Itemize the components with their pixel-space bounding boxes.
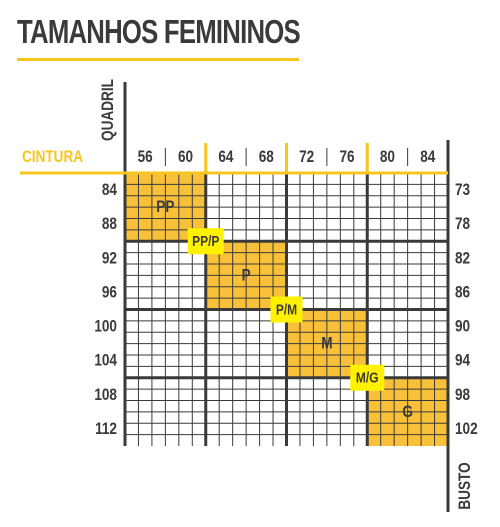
hip-value-label: 84 <box>102 181 118 200</box>
bust-value-label: 90 <box>455 317 470 336</box>
bust-value-label: 102 <box>455 420 478 439</box>
hip-value-label: 96 <box>102 283 117 302</box>
hip-value-label: 92 <box>102 249 117 268</box>
page-title: TAMANHOS FEMININOS <box>17 13 301 50</box>
transition-badge-m-g <box>350 364 385 391</box>
hip-value-label: 108 <box>94 385 117 404</box>
waist-value-label: 80 <box>380 148 395 167</box>
size-label-g: G <box>402 402 413 421</box>
bust-value-label: 98 <box>455 385 471 404</box>
size-label-p: P <box>242 266 251 285</box>
transition-badge-p-m <box>270 296 303 323</box>
transition-badge-pp-p <box>187 228 224 255</box>
hip-value-label: 100 <box>94 317 117 336</box>
waist-value-label: 60 <box>178 148 193 167</box>
bust-value-label: 78 <box>455 215 471 234</box>
transition-badges: PP/P P/M M/G <box>187 228 385 391</box>
bust-axis-label: BUSTO <box>456 462 475 509</box>
waist-value-label: 56 <box>138 148 153 167</box>
labels: 56 60 64 68 72 76 80 84 84 88 92 96 100 104 108 112 73 78… <box>22 79 478 510</box>
hip-value-label: 104 <box>94 351 117 370</box>
transition-label: P/M <box>276 301 297 318</box>
transition-label: M/G <box>356 369 379 386</box>
hip-value-label: 112 <box>95 420 117 439</box>
waist-value-label: 72 <box>299 148 314 167</box>
title-underline <box>17 58 299 61</box>
transition-label: PP/P <box>192 233 219 250</box>
waist-value-label: 84 <box>420 148 436 167</box>
bust-value-label: 86 <box>455 283 470 302</box>
major-grid <box>20 82 450 512</box>
bust-value-label: 94 <box>455 351 471 370</box>
waist-value-label: 64 <box>218 148 234 167</box>
hip-value-label: 88 <box>102 215 118 234</box>
hip-axis-label: QUADRIL <box>99 79 118 141</box>
waist-value-label: 68 <box>259 148 275 167</box>
bust-value-label: 82 <box>455 249 470 268</box>
waist-value-label: 76 <box>340 148 355 167</box>
bust-value-label: 73 <box>455 181 470 200</box>
size-label-m: M <box>321 334 332 353</box>
size-label-pp: PP <box>156 198 174 217</box>
waist-axis-label: CINTURA <box>22 148 83 167</box>
